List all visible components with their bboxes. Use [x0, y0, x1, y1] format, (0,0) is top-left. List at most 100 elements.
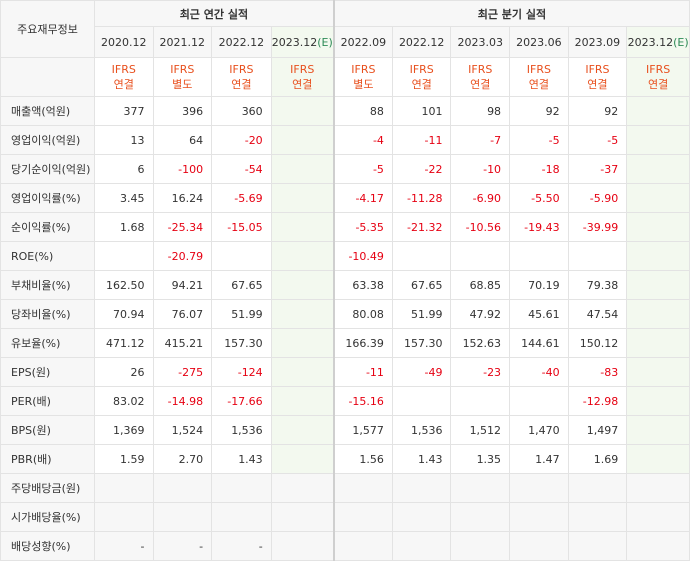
period-label: 2023.06 — [516, 35, 562, 49]
period-label: 2023.03 — [457, 35, 504, 49]
value-cell: 150.12 — [567, 328, 628, 358]
table-row: 영업이익(억원) 13 64 -20 -4 -11 -7 -5 -5 — [0, 125, 690, 155]
value-cell — [509, 502, 569, 532]
value-cell: -37 — [567, 154, 628, 184]
value-cell — [332, 473, 393, 503]
period-label: 2023.12 — [271, 35, 318, 49]
period-label: 2021.12 — [159, 35, 206, 49]
value-cell: 1.56 — [332, 444, 393, 474]
period-label: 2023.12 — [627, 35, 674, 49]
value-cell: 80.08 — [332, 299, 393, 329]
value-cell: 1,577 — [332, 415, 393, 445]
value-cell: 2.70 — [152, 444, 213, 474]
value-cell: 360 — [211, 96, 272, 126]
period-header: 2023.09 — [567, 26, 628, 58]
value-cell: 1.43 — [391, 444, 452, 474]
value-cell: 92 — [567, 96, 628, 126]
period-header: 2023.12(E) — [270, 26, 335, 58]
ifrs-basis: IFRS 연결 — [211, 57, 272, 97]
value-cell: 396 — [152, 96, 213, 126]
value-cell: 45.61 — [509, 299, 569, 329]
value-cell: -14.98 — [152, 386, 213, 416]
value-cell — [93, 502, 154, 532]
value-cell — [270, 531, 335, 561]
value-cell: -49 — [391, 357, 452, 387]
value-cell — [270, 212, 335, 242]
value-cell — [391, 531, 452, 561]
value-cell — [509, 531, 569, 561]
row-label: 당기순이익(억원) — [0, 154, 95, 184]
value-cell: -5.50 — [509, 183, 569, 213]
value-cell: -18 — [509, 154, 569, 184]
value-cell: 1,536 — [391, 415, 452, 445]
value-cell — [509, 241, 569, 271]
value-cell — [270, 96, 335, 126]
value-cell — [270, 415, 335, 445]
table-row: 매출액(억원) 377 396 360 88 101 98 92 92 — [0, 96, 690, 126]
value-cell — [567, 241, 628, 271]
value-cell — [270, 328, 335, 358]
value-cell — [626, 125, 690, 155]
table-row: 당좌비율(%) 70.94 76.07 51.99 80.08 51.99 47.92 45.… — [0, 299, 690, 329]
row-label: 배당성향(%) — [0, 531, 95, 561]
value-cell: -15.16 — [332, 386, 393, 416]
value-cell: 98 — [450, 96, 511, 126]
value-cell: -5 — [509, 125, 569, 155]
value-cell: -10.49 — [332, 241, 393, 271]
value-cell — [270, 241, 335, 271]
value-cell: -12.98 — [567, 386, 628, 416]
row-label: 부채비율(%) — [0, 270, 95, 300]
row-label: 시가배당율(%) — [0, 502, 95, 532]
value-cell: -40 — [509, 357, 569, 387]
value-cell — [626, 531, 690, 561]
ifrs-basis: IFRS 별도 — [152, 57, 213, 97]
value-cell: 68.85 — [450, 270, 511, 300]
value-cell: 92 — [509, 96, 569, 126]
value-cell — [509, 473, 569, 503]
value-cell — [211, 502, 272, 532]
value-cell: 47.92 — [450, 299, 511, 329]
row-label: 순이익률(%) — [0, 212, 95, 242]
value-cell: 471.12 — [93, 328, 154, 358]
value-cell: -6.90 — [450, 183, 511, 213]
value-cell: 63.38 — [332, 270, 393, 300]
value-cell: -17.66 — [211, 386, 272, 416]
value-cell: 1,536 — [211, 415, 272, 445]
value-cell — [270, 502, 335, 532]
value-cell — [626, 299, 690, 329]
value-cell: 157.30 — [211, 328, 272, 358]
value-cell — [270, 386, 335, 416]
period-label: 2022.12 — [398, 35, 445, 49]
period-header: 2020.12 — [93, 26, 154, 58]
value-cell — [391, 386, 452, 416]
value-cell — [332, 502, 393, 532]
table-row: PBR(배) 1.59 2.70 1.43 1.56 1.43 1.35 1.47 1.69 — [0, 444, 690, 474]
table-row: PER(배) 83.02 -14.98 -17.66 -15.16 -12.98 — [0, 386, 690, 416]
period-label: 2020.12 — [100, 35, 147, 49]
value-cell: -21.32 — [391, 212, 452, 242]
period-header: 2023.12(E) — [626, 26, 690, 58]
value-cell: -11 — [332, 357, 393, 387]
value-cell: -124 — [211, 357, 272, 387]
value-cell: -5 — [332, 154, 393, 184]
value-cell: 3.45 — [93, 183, 154, 213]
value-cell — [626, 241, 690, 271]
value-cell: 94.21 — [152, 270, 213, 300]
value-cell — [450, 241, 511, 271]
table-row: 영업이익률(%) 3.45 16.24 -5.69 -4.17 -11.28 -6.90 -5… — [0, 183, 690, 213]
value-cell — [626, 270, 690, 300]
value-cell — [270, 125, 335, 155]
value-cell — [270, 444, 335, 474]
table-row: 당기순이익(억원) 6 -100 -54 -5 -22 -10 -18 -37 — [0, 154, 690, 184]
value-cell: -275 — [152, 357, 213, 387]
value-cell — [93, 241, 154, 271]
period-header: 2022.09 — [332, 26, 393, 58]
table-row: 배당성향(%) - - - — [0, 531, 690, 561]
value-cell — [391, 473, 452, 503]
value-cell: 166.39 — [332, 328, 393, 358]
value-cell: 1,512 — [450, 415, 511, 445]
ifrs-row-label — [0, 57, 95, 97]
value-cell: 1,470 — [509, 415, 569, 445]
row-label: 유보율(%) — [0, 328, 95, 358]
